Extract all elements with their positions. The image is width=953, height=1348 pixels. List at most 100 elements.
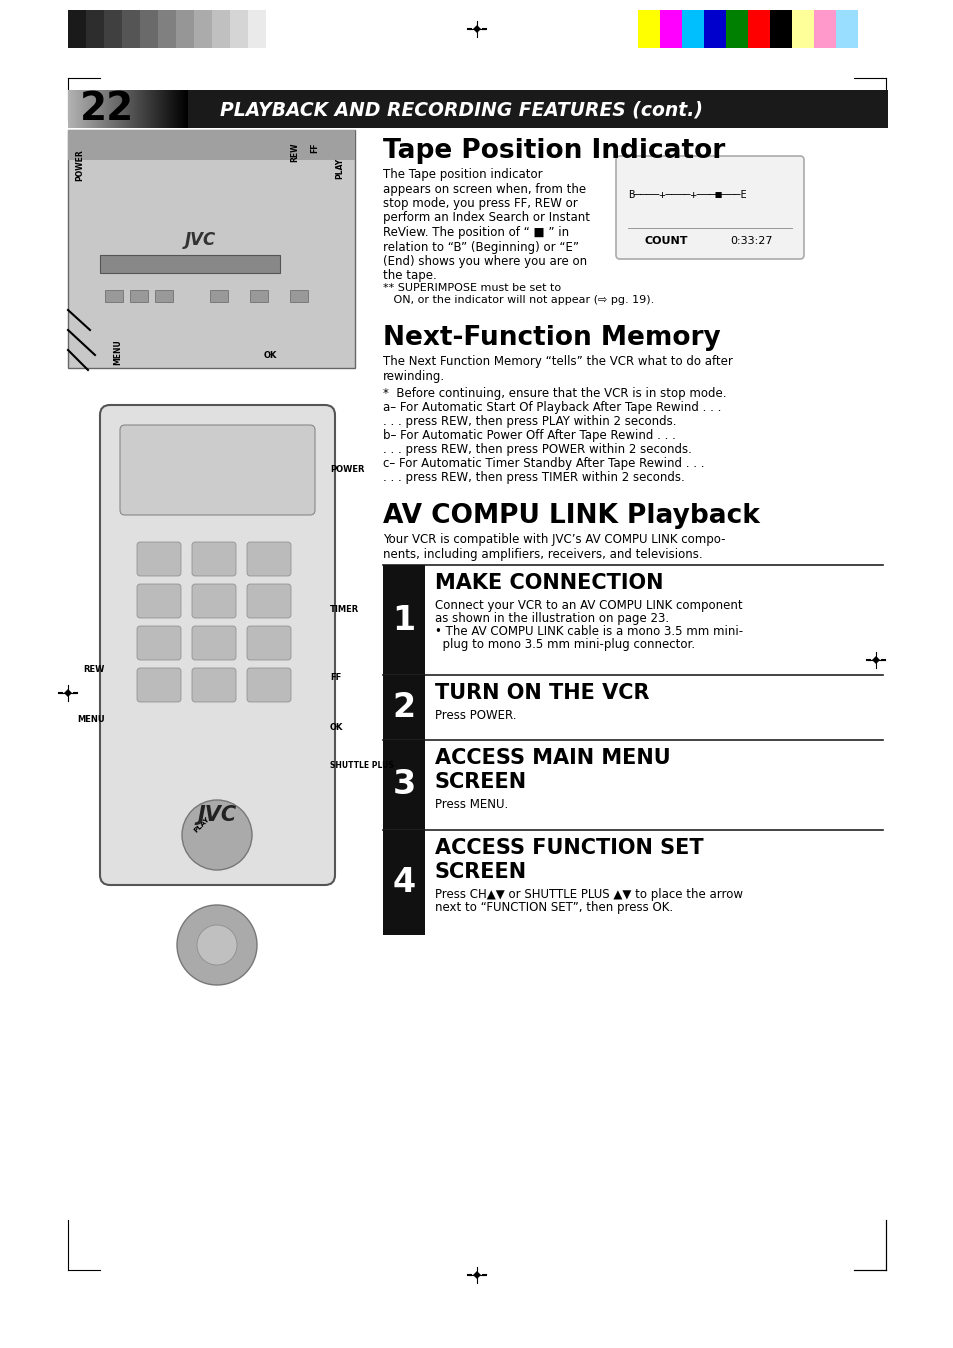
Bar xyxy=(382,675,424,740)
FancyBboxPatch shape xyxy=(247,669,291,702)
Bar xyxy=(703,9,725,49)
Text: *  Before continuing, ensure that the VCR is in stop mode.: * Before continuing, ensure that the VCR… xyxy=(382,387,726,400)
Bar xyxy=(100,255,280,274)
Bar xyxy=(230,9,248,49)
Text: MENU: MENU xyxy=(77,716,105,724)
Bar xyxy=(210,290,228,302)
Text: Press MENU.: Press MENU. xyxy=(435,798,508,811)
Text: next to “FUNCTION SET”, then press OK.: next to “FUNCTION SET”, then press OK. xyxy=(435,900,673,914)
Text: ReView. The position of “ ■ ” in: ReView. The position of “ ■ ” in xyxy=(382,226,569,239)
Text: 0:33:27: 0:33:27 xyxy=(729,236,772,245)
FancyBboxPatch shape xyxy=(192,584,235,617)
Text: the tape.: the tape. xyxy=(382,270,436,283)
Polygon shape xyxy=(473,26,480,32)
Text: SCREEN: SCREEN xyxy=(435,772,527,793)
FancyBboxPatch shape xyxy=(100,404,335,886)
FancyBboxPatch shape xyxy=(247,542,291,576)
Bar xyxy=(791,9,813,49)
Text: PLAYBACK AND RECORDING FEATURES (cont.): PLAYBACK AND RECORDING FEATURES (cont.) xyxy=(220,101,702,120)
Text: B────+────+───■───E: B────+────+───■───E xyxy=(627,190,746,200)
Bar xyxy=(835,9,857,49)
Text: relation to “B” (Beginning) or “E”: relation to “B” (Beginning) or “E” xyxy=(382,240,578,253)
Bar xyxy=(68,129,355,368)
Text: Connect your VCR to an AV COMPU LINK component: Connect your VCR to an AV COMPU LINK com… xyxy=(435,599,741,612)
Text: 2: 2 xyxy=(392,692,416,724)
FancyBboxPatch shape xyxy=(247,584,291,617)
Text: MENU: MENU xyxy=(113,340,122,365)
Text: 1: 1 xyxy=(392,604,416,636)
Text: • The AV COMPU LINK cable is a mono 3.5 mm mini-: • The AV COMPU LINK cable is a mono 3.5 … xyxy=(435,625,742,638)
Text: AV COMPU LINK Playback: AV COMPU LINK Playback xyxy=(382,503,760,528)
Bar xyxy=(104,9,122,49)
Text: . . . press REW, then press POWER within 2 seconds.: . . . press REW, then press POWER within… xyxy=(382,443,691,456)
Bar xyxy=(248,9,266,49)
Text: ** SUPERIMPOSE must be set to
   ON, or the indicator will not appear (⇨ pg. 19): ** SUPERIMPOSE must be set to ON, or the… xyxy=(382,283,654,305)
Text: The Next Function Memory “tells” the VCR what to do after
rewinding.: The Next Function Memory “tells” the VCR… xyxy=(382,355,732,383)
Text: Your VCR is compatible with JVC’s AV COMPU LINK compo-
nents, including amplifie: Your VCR is compatible with JVC’s AV COM… xyxy=(382,532,724,561)
Text: b– For Automatic Power Off After Tape Rewind . . .: b– For Automatic Power Off After Tape Re… xyxy=(382,429,675,442)
Text: (End) shows you where you are on: (End) shows you where you are on xyxy=(382,255,586,268)
Text: . . . press REW, then press PLAY within 2 seconds.: . . . press REW, then press PLAY within … xyxy=(382,415,676,429)
Text: JVC: JVC xyxy=(197,805,236,825)
Bar xyxy=(68,90,887,128)
Text: FF: FF xyxy=(310,143,319,154)
Circle shape xyxy=(196,925,236,965)
Bar xyxy=(154,290,172,302)
Bar xyxy=(638,9,659,49)
Text: Tape Position Indicator: Tape Position Indicator xyxy=(382,137,724,164)
Text: appears on screen when, from the: appears on screen when, from the xyxy=(382,182,585,195)
Text: The Tape position indicator: The Tape position indicator xyxy=(382,168,542,181)
Text: POWER: POWER xyxy=(330,465,364,474)
FancyBboxPatch shape xyxy=(137,542,181,576)
Text: as shown in the illustration on page 23.: as shown in the illustration on page 23. xyxy=(435,612,668,625)
Bar xyxy=(86,9,104,49)
Text: REW: REW xyxy=(291,143,299,162)
Bar xyxy=(130,290,148,302)
Text: PLAY: PLAY xyxy=(335,158,344,178)
Text: Next-Function Memory: Next-Function Memory xyxy=(382,325,720,350)
Text: 22: 22 xyxy=(80,90,134,128)
Polygon shape xyxy=(871,656,879,665)
Bar xyxy=(140,9,158,49)
Text: POWER: POWER xyxy=(75,150,85,181)
Text: plug to mono 3.5 mm mini-plug connector.: plug to mono 3.5 mm mini-plug connector. xyxy=(435,638,695,651)
Text: TURN ON THE VCR: TURN ON THE VCR xyxy=(435,683,649,704)
Text: SHUTTLE PLUS: SHUTTLE PLUS xyxy=(330,760,394,770)
Bar xyxy=(122,9,140,49)
Text: COUNT: COUNT xyxy=(644,236,688,245)
Polygon shape xyxy=(473,1271,480,1279)
Bar xyxy=(212,9,230,49)
Text: FF: FF xyxy=(330,673,341,682)
Text: SCREEN: SCREEN xyxy=(435,861,527,882)
Bar xyxy=(382,740,424,830)
Bar xyxy=(681,9,703,49)
FancyBboxPatch shape xyxy=(192,625,235,661)
FancyBboxPatch shape xyxy=(137,584,181,617)
Bar xyxy=(813,9,835,49)
Text: PLAY: PLAY xyxy=(193,816,211,834)
Text: perform an Index Search or Instant: perform an Index Search or Instant xyxy=(382,212,589,225)
Bar xyxy=(68,129,355,160)
Circle shape xyxy=(182,799,252,869)
Bar xyxy=(659,9,681,49)
Bar xyxy=(175,9,193,49)
Text: ACCESS FUNCTION SET: ACCESS FUNCTION SET xyxy=(435,838,703,857)
Text: OK: OK xyxy=(263,350,276,360)
Bar xyxy=(68,9,86,49)
FancyBboxPatch shape xyxy=(192,669,235,702)
FancyBboxPatch shape xyxy=(137,625,181,661)
Polygon shape xyxy=(64,689,71,697)
Bar xyxy=(290,290,308,302)
Text: REW: REW xyxy=(84,666,105,674)
Text: 3: 3 xyxy=(392,768,416,802)
Text: JVC: JVC xyxy=(184,231,215,249)
Text: 4: 4 xyxy=(392,865,416,899)
FancyBboxPatch shape xyxy=(192,542,235,576)
Bar xyxy=(725,9,747,49)
Bar xyxy=(769,9,791,49)
Bar xyxy=(382,565,424,675)
Text: Press POWER.: Press POWER. xyxy=(435,709,516,723)
Text: a– For Automatic Start Of Playback After Tape Rewind . . .: a– For Automatic Start Of Playback After… xyxy=(382,400,720,414)
Bar xyxy=(158,9,175,49)
Bar xyxy=(250,290,268,302)
